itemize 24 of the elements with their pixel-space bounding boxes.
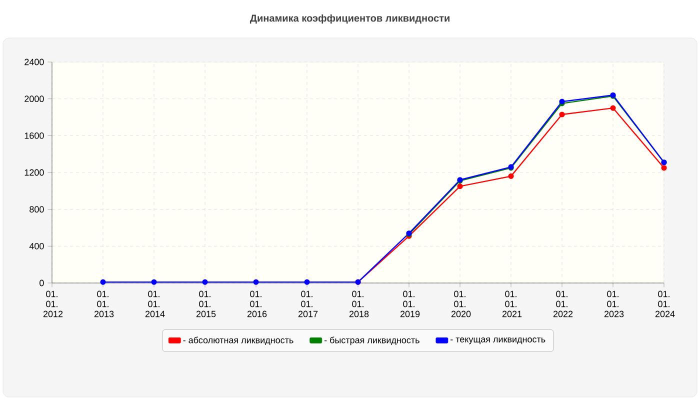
legend-label: - текущая ликвидность <box>450 337 546 344</box>
y-tick-label: 1200 <box>24 169 44 176</box>
y-tick-label: 400 <box>29 242 44 250</box>
x-tick-label: 01. 01. 2022 <box>553 290 573 318</box>
y-tick-label: 2000 <box>24 96 44 102</box>
x-tick-label: 01. 01. 2024 <box>655 290 675 318</box>
y-tick-label: 0 <box>40 280 44 286</box>
y-tick-label: 1600 <box>24 132 44 139</box>
x-tick-label: 01. 01. 2015 <box>196 290 216 318</box>
x-tick-label: 01. 01. 2019 <box>400 290 420 318</box>
y-tick-label: 800 <box>30 206 44 213</box>
x-tick-label: 01. 01. 2016 <box>247 290 267 318</box>
legend-label: - быстрая ликвидность <box>324 336 420 346</box>
x-tick-label: 01. 01. 2012 <box>43 290 63 318</box>
x-tick-label: 01. 01. 2013 <box>94 290 114 318</box>
chart-title: Динамика коэффициентов ликвидности <box>250 14 450 24</box>
x-tick-label: 01. 01. 2021 <box>502 290 522 318</box>
x-tick-label: 01. 01. 2014 <box>145 290 165 318</box>
x-tick-label: 01. 01. 2017 <box>298 290 318 318</box>
y-tick-label: 2400 <box>24 58 44 66</box>
x-tick-label: 01. 01. 2023 <box>604 290 624 318</box>
legend-label: - абсолютная ликвидность <box>183 336 294 345</box>
x-tick-label: 01. 01. 2020 <box>451 290 471 318</box>
x-tick-label: 01. 01. 2018 <box>349 290 369 318</box>
